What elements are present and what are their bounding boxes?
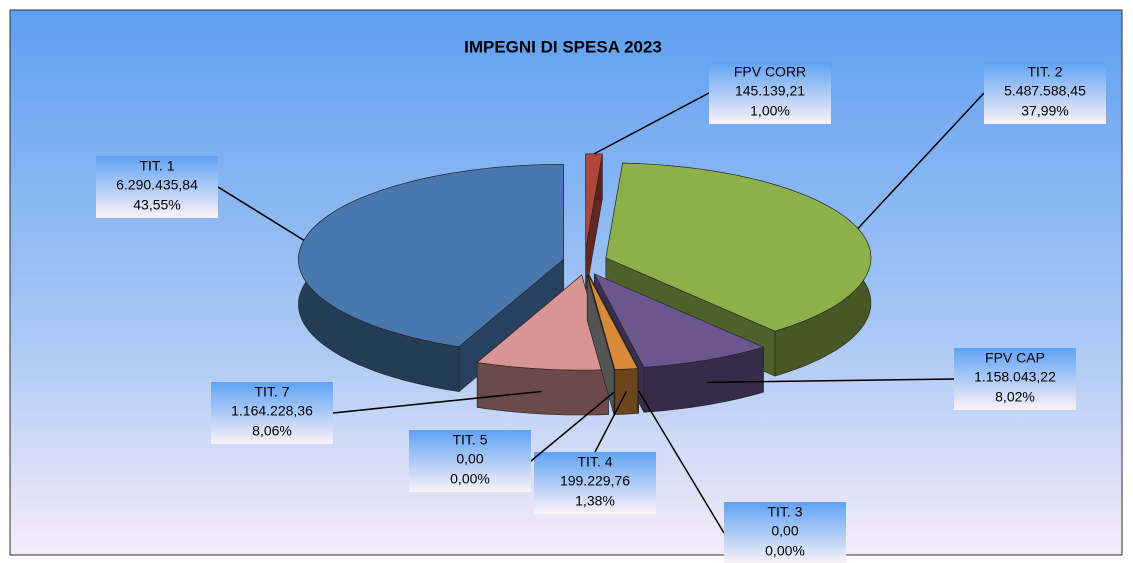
value-label: 0,00% (450, 471, 490, 487)
leader-line (217, 186, 305, 241)
amount-label: 199.229,76 (560, 473, 630, 489)
amount-label: 1.164.228,36 (231, 403, 313, 419)
value-label: 0,00% (765, 543, 805, 559)
value-label: 1,00% (750, 103, 790, 119)
category-label: TIT. 5 (452, 432, 487, 448)
slice (476, 274, 609, 416)
label-box (954, 348, 1076, 410)
slice (585, 153, 603, 295)
value-label: 43,55% (133, 197, 180, 213)
amount-label: 0,00 (771, 523, 798, 539)
value-label: 1,38% (575, 493, 615, 509)
slice (586, 274, 615, 415)
pie (298, 153, 872, 416)
leader-line (594, 391, 627, 453)
amount-label: 5.487.588,45 (1004, 83, 1086, 99)
leader-line (637, 390, 725, 534)
label-box (724, 502, 846, 563)
label-box (534, 452, 656, 514)
amount-label: 145.139,21 (735, 83, 805, 99)
label-box (211, 382, 333, 444)
leader-line (707, 378, 955, 384)
slice-top (587, 274, 639, 370)
category-label: TIT. 3 (767, 504, 802, 520)
slice-top (594, 273, 764, 368)
slice-top (585, 153, 603, 250)
slice-top (588, 274, 639, 369)
label-box (409, 430, 531, 492)
value-label: 8,02% (995, 389, 1035, 405)
label-box (96, 156, 218, 218)
label-box (709, 62, 831, 124)
value-label: 8,06% (252, 423, 292, 439)
value-label: 37,99% (1021, 103, 1068, 119)
category-label: FPV CAP (985, 350, 1045, 366)
chart-title: IMPEGNI DI SPESA 2023 (464, 37, 662, 56)
category-label: TIT. 7 (254, 384, 289, 400)
label-box (984, 62, 1106, 124)
slice-top (298, 164, 564, 347)
leader-line (530, 391, 615, 462)
amount-label: 1.158.043,22 (974, 369, 1056, 385)
leader-line (857, 92, 985, 230)
labels: FPV CORR 145.139,21 1,00% TIT. 2 5.487.588,4… (96, 62, 1106, 563)
amount-label: 6.290.435,84 (116, 177, 198, 193)
category-label: TIT. 4 (577, 454, 612, 470)
category-label: TIT. 1 (139, 158, 174, 174)
amount-label: 0,00 (456, 451, 483, 467)
category-label: FPV CORR (734, 64, 806, 80)
category-label: TIT. 2 (1027, 64, 1062, 80)
leader-line (332, 390, 542, 414)
slice-top (476, 274, 609, 371)
slice-top (586, 274, 615, 370)
leader-line (593, 92, 710, 155)
